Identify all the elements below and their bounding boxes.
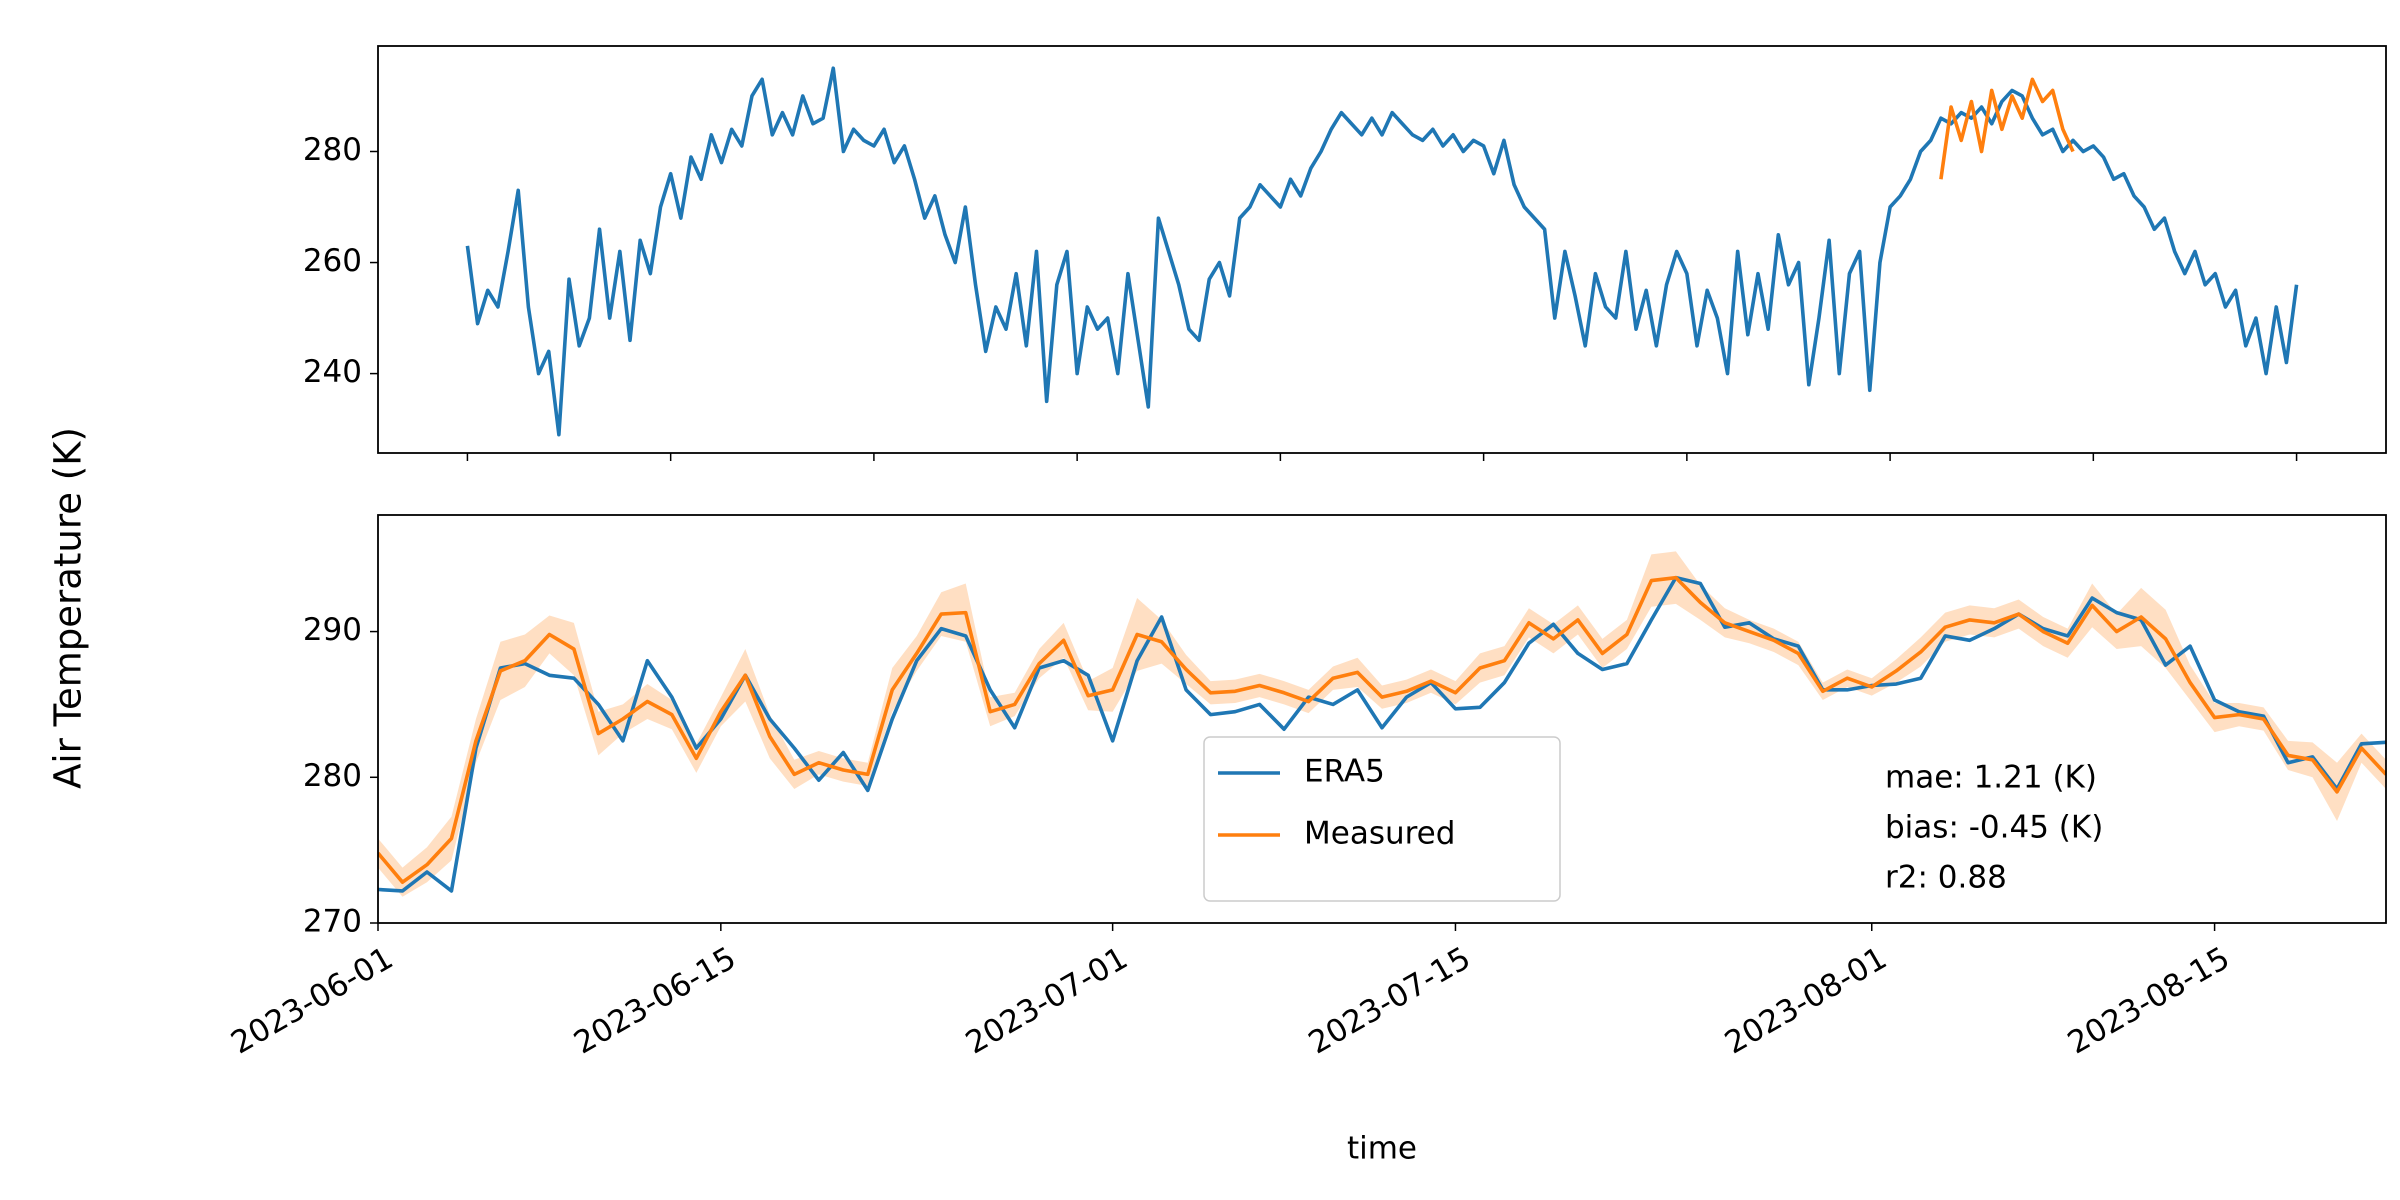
plot-area [465,66,2299,437]
x-tick-label: 2023-07-15 [1303,940,1477,1061]
y-axis-label: Air Temperature (K) [47,427,90,789]
y-tick-label: 290 [303,612,362,648]
axes-frame [377,514,2387,924]
y-tick-label: 280 [303,132,362,168]
y-tick-label: 270 [303,904,362,940]
x-tick-label: 2023-07-01 [960,940,1134,1061]
x-tick-label: 2023-06-01 [225,940,399,1061]
axes: 240 260 280 Air Temperature (K) [47,45,2387,789]
axes-frame [377,45,2387,454]
x-axis-label: time [1347,1131,1417,1167]
annotation: bias: -0.45 (K) [1885,810,2103,846]
y-tick-label: 240 [303,354,362,390]
annotation: mae: 1.21 (K) [1885,760,2097,796]
axes: 270 280 290 2023-06-01 2023-06-15 2023-07-01 2… [225,514,2387,1167]
legend-label: ERA5 [1304,754,1385,790]
y-tick-label: 260 [303,243,362,279]
series-line [465,66,2299,437]
x-tick-label: 2023-08-01 [1719,940,1893,1061]
plot-area [378,551,2386,897]
annotation: r2: 0.88 [1885,860,2007,896]
legend-box [1203,736,1561,902]
series-line [1939,77,2075,180]
y-tick-label: 280 [303,758,362,794]
series-line [378,575,2386,884]
x-tick-label: 2023-06-15 [568,940,742,1061]
x-tick-label: 2023-08-15 [2062,940,2236,1061]
legend-label: Measured [1304,816,1455,852]
